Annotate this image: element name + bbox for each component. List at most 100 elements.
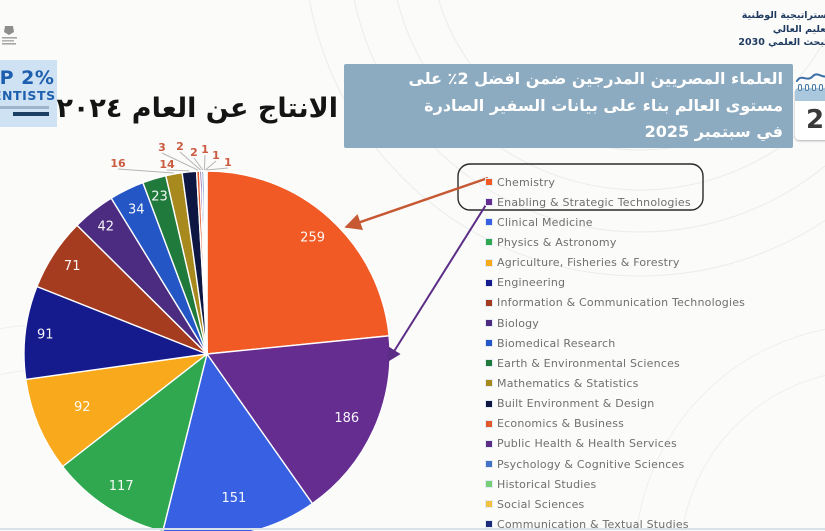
- legend-swatch: [486, 501, 492, 508]
- legend-label: Chemistry: [497, 175, 556, 189]
- chart-legend: Chemistry Enabling & Strategic Technologi…: [486, 172, 745, 531]
- slice-value-callout: 1: [201, 143, 209, 156]
- legend-item-clinical-medicine: Clinical Medicine: [486, 212, 745, 232]
- slide-bottom-edge: [0, 528, 825, 530]
- top2-scientists-badge: TOP 2% SCIENTISTS: [0, 60, 57, 127]
- legend-item-enabling-strategic-technologies: Enabling & Strategic Technologies: [486, 192, 745, 212]
- calendar-script-decoration: [796, 73, 825, 82]
- legend-item-historical-studies: Historical Studies: [486, 474, 745, 494]
- legend-swatch: [486, 259, 492, 266]
- calendar-rings: [798, 84, 825, 91]
- legend-label: Earth & Environmental Sciences: [497, 356, 680, 370]
- slice-value-callout: 14: [159, 158, 175, 171]
- calendar-number: 2: [805, 105, 825, 135]
- legend-label: Clinical Medicine: [497, 215, 593, 229]
- legend-swatch: [486, 481, 492, 488]
- strategy-line-1: الإستراتيجية الوطنية: [741, 10, 825, 21]
- slice-value-label: 259: [300, 230, 325, 245]
- legend-swatch: [486, 461, 492, 468]
- legend-label: Built Environment & Design: [497, 397, 655, 411]
- legend-label: Communication & Textual Studies: [497, 517, 689, 531]
- legend-label: Biology: [497, 316, 540, 330]
- enabling-technologies-arrow: [387, 199, 490, 363]
- legend-label: Historical Studies: [497, 477, 597, 491]
- slice-value-callout: 3: [158, 141, 166, 154]
- pie-slice-physics-astronomy: [61, 353, 208, 531]
- calendar-header-band: [795, 88, 825, 101]
- badge-underline-bar: [13, 112, 49, 116]
- legend-swatch: [486, 400, 492, 407]
- slice-value-label: 91: [37, 328, 54, 343]
- legend-item-chemistry: Chemistry: [486, 172, 745, 192]
- legend-swatch: [486, 299, 492, 306]
- legend-swatch: [486, 320, 492, 327]
- legend-item-economics-business: Economics & Business: [486, 414, 745, 434]
- legend-label: Engineering: [497, 276, 566, 290]
- legend-item-communication-textual-studies: Communication & Textual Studies: [486, 514, 745, 531]
- calendar-body: 2: [795, 88, 825, 140]
- slice-value-label: 151: [221, 491, 246, 506]
- legend-swatch: [486, 420, 492, 427]
- title-box-line-3: في سبتمبر 2025: [644, 122, 783, 141]
- legend-label: Agriculture, Fisheries & Forestry: [497, 256, 680, 270]
- legend-swatch: [486, 380, 492, 387]
- legend-item-social-sciences: Social Sciences: [486, 494, 745, 514]
- pie-slice-engineering: [23, 285, 208, 381]
- legend-item-public-health-health-services: Public Health & Health Services: [486, 434, 745, 454]
- legend-swatch: [486, 440, 492, 447]
- legend-item-biology: Biology: [486, 313, 745, 333]
- legend-highlight-box: [457, 163, 704, 211]
- legend-item-built-environment-design: Built Environment & Design: [486, 394, 745, 414]
- legend-item-agriculture-fisheries-forestry: Agriculture, Fisheries & Forestry: [486, 253, 745, 273]
- legend-item-biomedical-research: Biomedical Research: [486, 333, 745, 353]
- badge-scientists-label: SCIENTISTS: [0, 88, 56, 103]
- pie-slice-clinical-medicine: [162, 353, 314, 531]
- legend-item-physics-astronomy: Physics & Astronomy: [486, 232, 745, 252]
- slice-value-label: 34: [128, 202, 145, 217]
- pie-slice-chemistry: [206, 170, 390, 355]
- legend-swatch: [486, 179, 492, 186]
- legend-swatch: [486, 219, 492, 226]
- slice-value-label: 186: [334, 411, 359, 426]
- badge-top2-label: TOP 2%: [0, 67, 55, 89]
- legend-label: Mathematics & Statistics: [497, 376, 639, 390]
- national-strategy-text: الإستراتيجية الوطنية للتعليم العالي والب…: [607, 9, 825, 50]
- legend-label: Economics & Business: [497, 417, 625, 431]
- slice-value-label: 71: [64, 259, 81, 274]
- legend-label: Public Health & Health Services: [497, 437, 677, 451]
- title-box-line-2: مستوى العالم بناء على بيانات السفير الصا…: [424, 95, 783, 115]
- calendar-icon: 2: [795, 70, 825, 146]
- slice-value-label: 92: [74, 400, 91, 415]
- legend-label: Psychology & Cognitive Sciences: [497, 457, 685, 471]
- slice-value-callout: 2: [190, 146, 198, 159]
- legend-label: Information & Communication Technologies: [497, 296, 746, 310]
- title-box: العلماء المصريين المدرجين ضمن افضل 2٪ عل…: [344, 64, 793, 148]
- badge-tagline-bar: [0, 106, 49, 109]
- legend-item-information-communication-technologies: Information & Communication Technologies: [486, 293, 745, 313]
- legend-label: Social Sciences: [497, 497, 585, 511]
- legend-label: Physics & Astronomy: [497, 235, 617, 249]
- legend-item-earth-environmental-sciences: Earth & Environmental Sciences: [486, 353, 745, 373]
- legend-label: Biomedical Research: [497, 336, 616, 350]
- title-box-line-1: العلماء المصريين المدرجين ضمن افضل 2٪ عل…: [408, 69, 783, 88]
- legend-label: Enabling & Strategic Technologies: [497, 195, 691, 209]
- legend-item-engineering: Engineering: [486, 273, 745, 293]
- slice-value-label: 23: [151, 189, 168, 204]
- slice-value-label: 42: [98, 219, 115, 234]
- chemistry-arrow: [344, 176, 489, 231]
- strategy-line-2: للتعليم العالي: [772, 23, 825, 35]
- legend-swatch: [486, 360, 492, 367]
- pie-slice-communication-textual-studies: [205, 170, 208, 355]
- pie-slice-agriculture-fisheries-forestry: [25, 353, 208, 468]
- legend-swatch: [486, 340, 492, 347]
- legend-item-psychology-cognitive-sciences: Psychology & Cognitive Sciences: [486, 454, 745, 474]
- slice-value-callout: 1: [224, 156, 232, 169]
- legend-item-mathematics-statistics: Mathematics & Statistics: [486, 373, 745, 393]
- slice-value-callout: 2: [176, 140, 184, 153]
- ministry-emblem-icon: [2, 26, 17, 45]
- legend-swatch: [486, 521, 492, 528]
- slice-value-callout: 16: [110, 157, 126, 170]
- legend-swatch: [486, 199, 492, 206]
- slice-value-label: 117: [109, 479, 134, 494]
- legend-swatch: [486, 239, 492, 246]
